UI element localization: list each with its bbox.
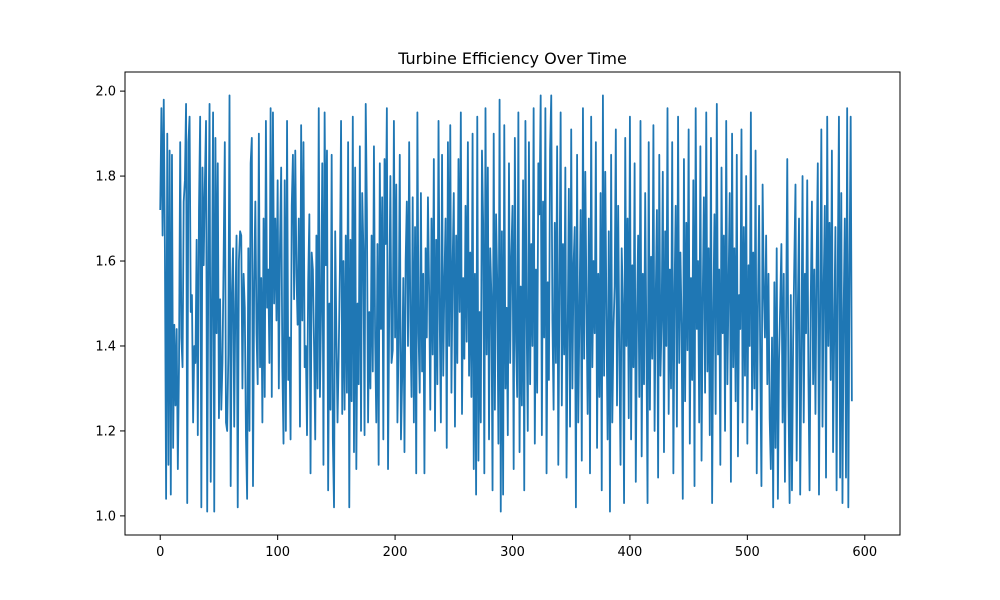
x-tick-label: 0 [156, 545, 164, 560]
series-group [159, 94, 853, 513]
x-tick-label: 300 [500, 545, 525, 560]
axes: 0 100 200 300 400 500 600 1.0 1.2 1.4 1.6 1.8 2.0 [95, 71, 901, 560]
y-tick-label: 1.0 [95, 509, 116, 524]
x-axis: 0 100 200 300 400 500 600 [156, 535, 877, 560]
x-tick-label: 100 [265, 545, 290, 560]
y-tick-label: 1.6 [95, 255, 116, 270]
x-tick-label: 500 [735, 545, 760, 560]
y-tick-label: 1.4 [95, 339, 116, 354]
y-tick-label: 2.0 [95, 85, 116, 100]
x-tick-label: 600 [852, 545, 877, 560]
x-tick-label: 200 [383, 545, 408, 560]
series-line-0 [159, 94, 853, 513]
chart-title: Turbine Efficiency Over Time [397, 49, 627, 68]
y-tick-label: 1.2 [95, 424, 116, 439]
x-tick-label: 400 [618, 545, 643, 560]
y-axis: 1.0 1.2 1.4 1.6 1.8 2.0 [95, 85, 125, 524]
y-tick-label: 1.8 [95, 170, 116, 185]
